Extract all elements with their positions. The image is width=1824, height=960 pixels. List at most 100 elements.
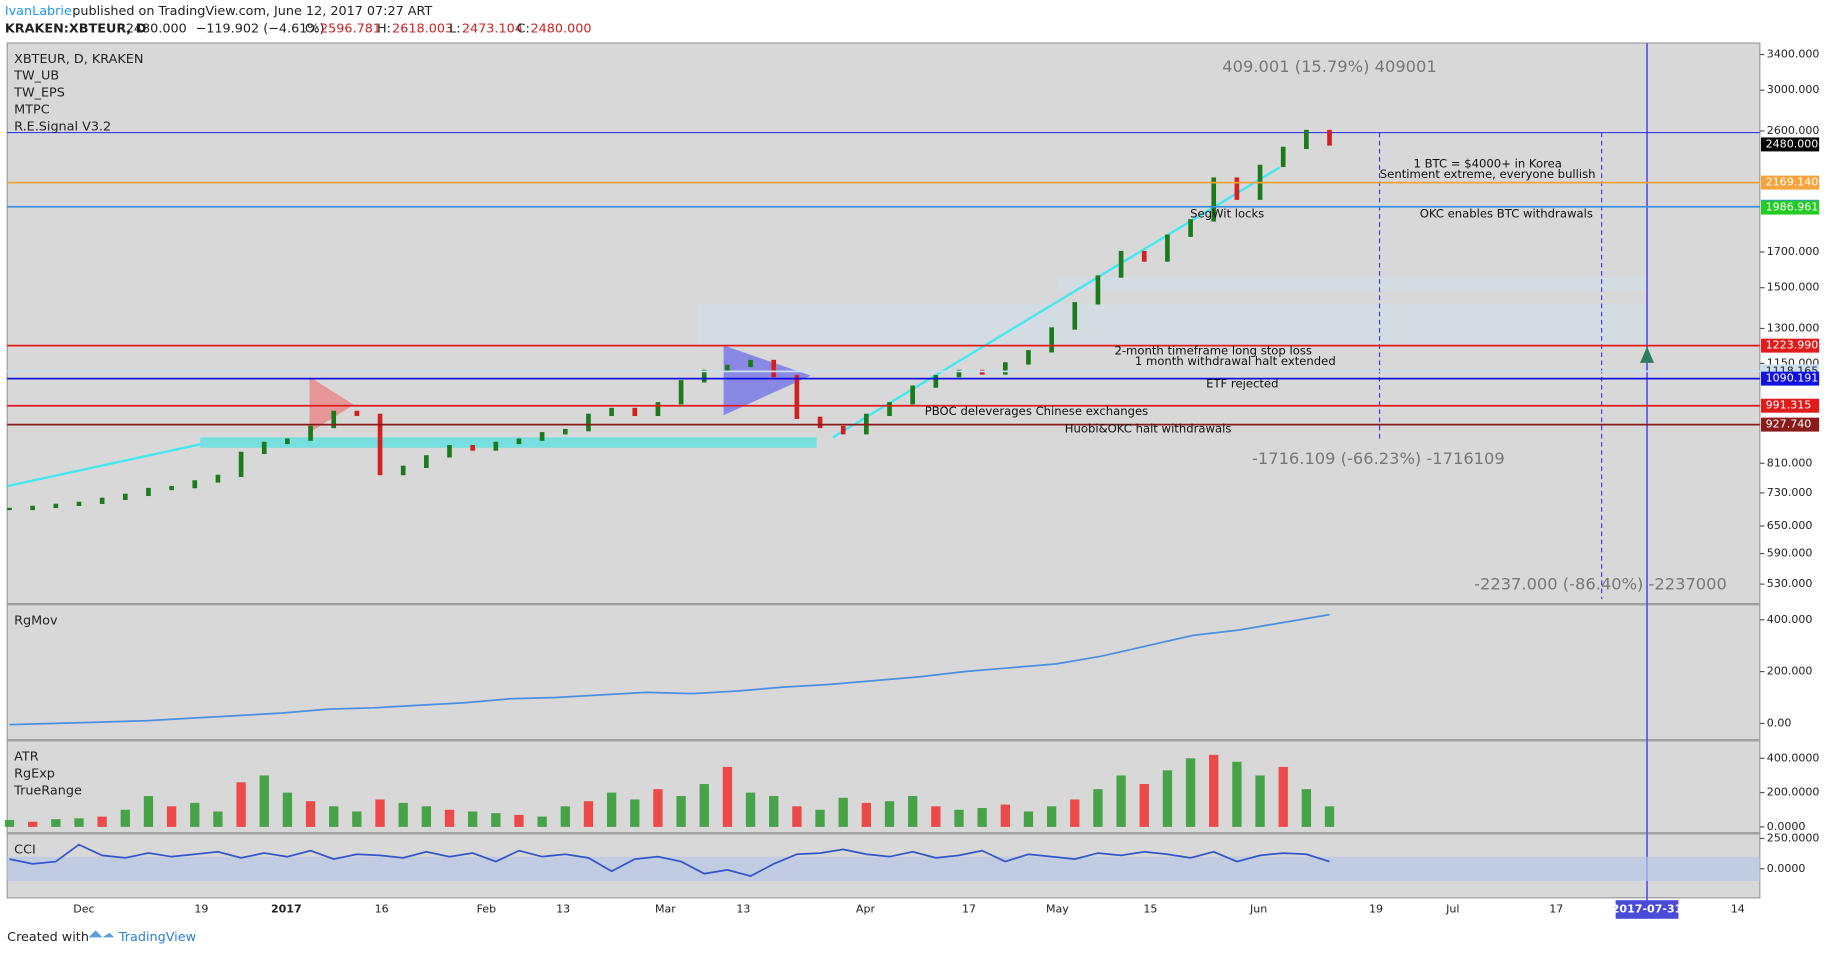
bar xyxy=(398,802,408,827)
x-tick-label: 17 xyxy=(1549,902,1563,915)
x-tick-label: 19 xyxy=(1369,902,1383,915)
bar xyxy=(166,806,177,827)
low: 2473.104 xyxy=(462,22,523,37)
bar xyxy=(977,808,987,827)
candle xyxy=(817,416,823,429)
y-tick-label: 1500.000 xyxy=(1767,281,1820,294)
logo xyxy=(88,930,115,938)
author[interactable]: IvanLabrie xyxy=(5,4,72,19)
price-label-bg xyxy=(1761,338,1820,353)
annotation: 409.001 (15.79%) 409001 xyxy=(1222,57,1436,76)
bar xyxy=(444,809,455,827)
pane-legend: MTPC xyxy=(14,102,50,117)
x-tick-label: 2017 xyxy=(271,902,302,915)
bar xyxy=(954,809,964,827)
candle xyxy=(53,503,59,509)
arrow-icon xyxy=(1640,346,1655,363)
change: −119.902 (−4.61%) xyxy=(196,22,325,37)
symbol: KRAKEN:XBTEUR, D xyxy=(5,22,147,37)
candle xyxy=(261,441,267,455)
price-label: 991.315 xyxy=(1766,399,1812,412)
annotation: SegWit locks xyxy=(1190,206,1264,220)
candle xyxy=(424,455,429,468)
candle xyxy=(678,380,684,405)
x-tick-label: 13 xyxy=(736,902,750,915)
candle xyxy=(308,425,313,441)
bar xyxy=(908,796,918,827)
brand[interactable]: TradingView xyxy=(118,930,196,945)
annotation: OKC enables BTC withdrawals xyxy=(1420,206,1593,220)
annotation: 2-month timeframe long stop loss xyxy=(1114,344,1312,358)
bar xyxy=(329,806,339,827)
bar xyxy=(537,816,547,827)
open: 2596.781 xyxy=(320,22,381,37)
pane-legend: TW_EPS xyxy=(13,86,65,101)
bar xyxy=(745,792,756,827)
bar xyxy=(676,796,686,827)
price-axis xyxy=(1759,43,1824,898)
y-tick-label: 530.000 xyxy=(1767,577,1813,590)
pane-legend: RgExp xyxy=(14,766,55,781)
candle xyxy=(285,438,290,445)
candle xyxy=(562,428,568,435)
pane-legend: CCI xyxy=(14,843,36,858)
y-tick-label: 3400.000 xyxy=(1767,48,1820,61)
pane-legend: TW_UB xyxy=(13,69,59,84)
candle xyxy=(146,487,151,497)
bar xyxy=(1162,770,1173,827)
candle xyxy=(493,441,499,451)
bar xyxy=(722,766,733,827)
y-tick-label: 1700.000 xyxy=(1767,245,1820,258)
bar xyxy=(1301,789,1312,827)
candle xyxy=(1327,129,1332,146)
candle xyxy=(447,445,452,458)
candle xyxy=(771,359,777,378)
price-label-bg xyxy=(1761,371,1820,386)
bar xyxy=(1023,811,1034,827)
price-label: 2480.000 xyxy=(1766,137,1819,150)
candle xyxy=(1280,146,1286,168)
candle xyxy=(840,425,846,435)
price-label: 2169.140 xyxy=(1766,176,1819,189)
price-label-bg xyxy=(1761,137,1820,152)
candle xyxy=(539,432,545,441)
price-label-bg xyxy=(1761,398,1820,413)
candle xyxy=(354,410,360,417)
indicator-line xyxy=(9,843,1330,878)
candle xyxy=(748,359,753,368)
candle xyxy=(1304,129,1309,150)
last-price: 2480.000 xyxy=(126,22,187,37)
bar xyxy=(1278,766,1288,827)
bar xyxy=(769,796,779,827)
x-tick-label: 19 xyxy=(194,902,208,915)
bar xyxy=(1070,799,1080,827)
bar xyxy=(1185,758,1196,827)
candle xyxy=(632,407,638,417)
pane-legend: XBTEUR, D, KRAKEN xyxy=(14,52,143,67)
zone xyxy=(200,437,817,448)
price-label-bg xyxy=(1761,200,1820,215)
pane-legend: TrueRange xyxy=(13,783,82,798)
bar xyxy=(213,811,223,827)
candle xyxy=(99,497,105,505)
candle xyxy=(1095,275,1101,305)
bar xyxy=(583,801,594,827)
candle xyxy=(1118,250,1124,278)
y-tick-label: 200.0000 xyxy=(1767,786,1820,799)
triangle xyxy=(723,345,811,416)
price-label: 927.740 xyxy=(1766,418,1812,431)
price-label: 1986.961 xyxy=(1766,201,1819,214)
bar xyxy=(4,820,15,827)
bar xyxy=(1139,784,1149,827)
annotation: 1 BTC = $4000+ in Korea xyxy=(1413,156,1561,170)
zone xyxy=(696,303,1646,345)
bar xyxy=(1046,806,1057,827)
candle xyxy=(1234,177,1240,200)
bar xyxy=(1000,804,1010,827)
header: IvanLabrie published on TradingView.com,… xyxy=(5,4,592,36)
candle xyxy=(655,402,661,417)
published: published on TradingView.com, June 12, 2… xyxy=(72,4,432,19)
annotation: -2237.000 (-86.40%) -2237000 xyxy=(1474,574,1727,593)
x-tick-label: 16 xyxy=(375,902,389,915)
x-tick-label: 2017-07-31 xyxy=(1612,902,1683,915)
